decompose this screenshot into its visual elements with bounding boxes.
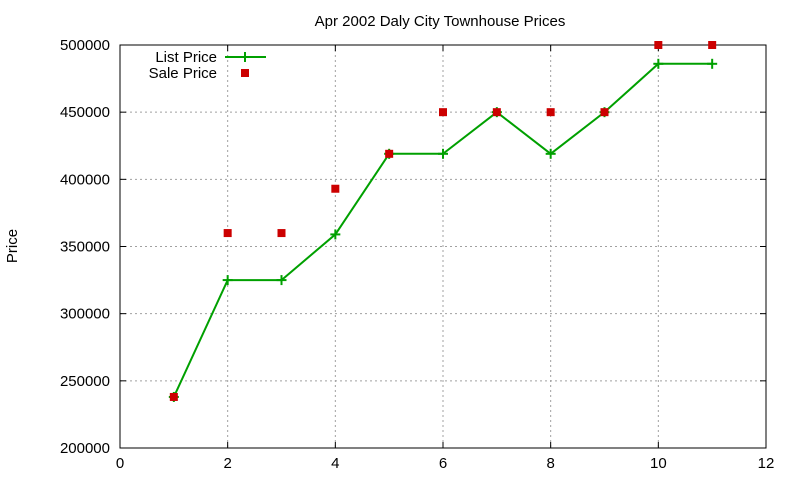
data-point xyxy=(331,184,340,193)
data-point xyxy=(546,108,555,117)
legend-label: List Price xyxy=(155,49,217,66)
series-1 xyxy=(169,41,717,401)
y-tick-label: 400000 xyxy=(60,171,110,188)
axis-ticks: 0 2 4 6 8 10 12 200000 250000 300000 350000 400000 4… xyxy=(60,37,774,472)
plot-frame xyxy=(119,44,767,449)
series xyxy=(168,41,718,402)
data-point xyxy=(653,58,664,69)
data-point xyxy=(545,148,556,159)
x-tick-label: 6 xyxy=(439,455,447,472)
data-point xyxy=(330,229,341,240)
x-tick-label: 10 xyxy=(650,455,667,472)
data-point xyxy=(169,392,178,401)
legend-entry: Sale Price xyxy=(149,65,249,82)
data-point xyxy=(439,108,447,117)
y-tick-label: 450000 xyxy=(60,104,110,121)
y-tick-label: 500000 xyxy=(60,37,110,54)
x-tick-label: 8 xyxy=(546,455,554,472)
data-point xyxy=(222,275,233,286)
y-tick-label: 350000 xyxy=(60,239,110,256)
data-point xyxy=(385,149,394,158)
legend-swatch-marker xyxy=(241,69,249,77)
y-tick-label: 250000 xyxy=(60,373,110,390)
y-tick-label: 300000 xyxy=(60,306,110,323)
data-point xyxy=(438,148,448,159)
x-tick-label: 4 xyxy=(331,455,339,472)
legend-swatch-marker xyxy=(240,52,250,62)
legend-entry: List Price xyxy=(155,49,266,66)
data-point xyxy=(707,58,718,69)
y-axis-label: Price xyxy=(4,229,21,263)
data-point xyxy=(654,41,663,49)
x-tick-label: 12 xyxy=(758,455,775,472)
chart-title: Apr 2002 Daly City Townhouse Prices xyxy=(315,13,566,30)
data-point xyxy=(708,41,717,49)
data-point xyxy=(223,229,232,238)
data-point xyxy=(277,229,286,238)
data-point xyxy=(600,108,609,117)
data-point xyxy=(492,108,501,117)
grid xyxy=(120,45,766,448)
x-tick-label: 0 xyxy=(116,455,124,472)
y-tick-label: 200000 xyxy=(60,440,110,457)
data-point xyxy=(276,275,287,286)
x-tick-label: 2 xyxy=(223,455,231,472)
legend-label: Sale Price xyxy=(149,65,217,82)
